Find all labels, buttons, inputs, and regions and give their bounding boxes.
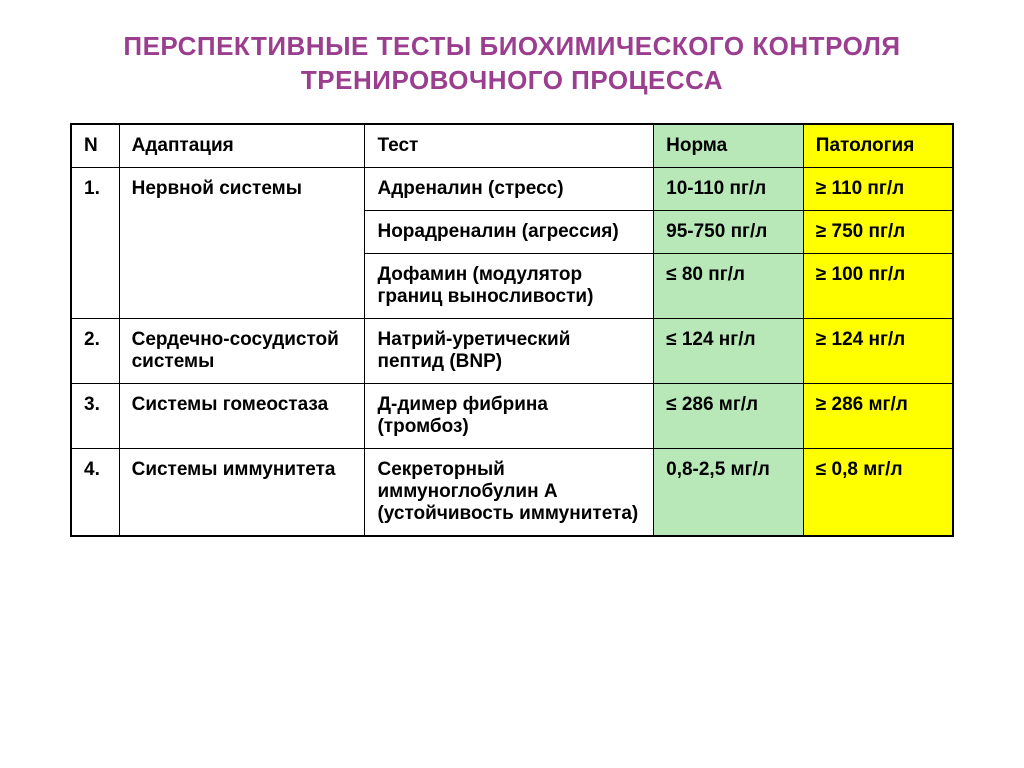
page-title: ПЕРСПЕКТИВНЫЕ ТЕСТЫ БИОХИМИЧЕСКОГО КОНТР… [70,30,954,98]
table-header-row: N Адаптация Тест Норма Патология [71,124,953,168]
cell-n: 3. [71,383,119,448]
cell-norm: 0,8-2,5 мг/л [654,448,804,536]
header-test: Тест [365,124,654,168]
cell-path: ≥ 750 пг/л [803,210,953,253]
cell-test: Натрий-уретический пептид (BNP) [365,318,654,383]
table-row: 2. Сердечно-сосудистой системы Натрий-ур… [71,318,953,383]
cell-path: ≥ 286 мг/л [803,383,953,448]
cell-path: ≥ 124 нг/л [803,318,953,383]
cell-path: ≥ 110 пг/л [803,167,953,210]
cell-test: Д-димер фибрина (тромбоз) [365,383,654,448]
cell-norm: 10-110 пг/л [654,167,804,210]
cell-path: ≤ 0,8 мг/л [803,448,953,536]
cell-adapt: Системы иммунитета [119,448,365,536]
header-norm: Норма [654,124,804,168]
cell-norm: ≤ 124 нг/л [654,318,804,383]
cell-norm: ≤ 286 мг/л [654,383,804,448]
cell-norm: 95-750 пг/л [654,210,804,253]
cell-adapt: Сердечно-сосудистой системы [119,318,365,383]
cell-n: 1. [71,167,119,318]
cell-path: ≥ 100 пг/л [803,253,953,318]
table-row: 3. Системы гомеостаза Д-димер фибрина (т… [71,383,953,448]
cell-n: 2. [71,318,119,383]
cell-n: 4. [71,448,119,536]
cell-adapt: Нервной системы [119,167,365,318]
biochemical-tests-table: N Адаптация Тест Норма Патология 1. Нерв… [70,123,954,537]
cell-test: Норадреналин (агрессия) [365,210,654,253]
header-adapt: Адаптация [119,124,365,168]
cell-norm: ≤ 80 пг/л [654,253,804,318]
cell-adapt: Системы гомеостаза [119,383,365,448]
cell-test: Секреторный иммуноглобулин А (устойчивос… [365,448,654,536]
table-row: 1. Нервной системы Адреналин (стресс) 10… [71,167,953,210]
table-row: 4. Системы иммунитета Секреторный иммуно… [71,448,953,536]
header-n: N [71,124,119,168]
cell-test: Дофамин (модулятор границ выносливости) [365,253,654,318]
header-path: Патология [803,124,953,168]
cell-test: Адреналин (стресс) [365,167,654,210]
